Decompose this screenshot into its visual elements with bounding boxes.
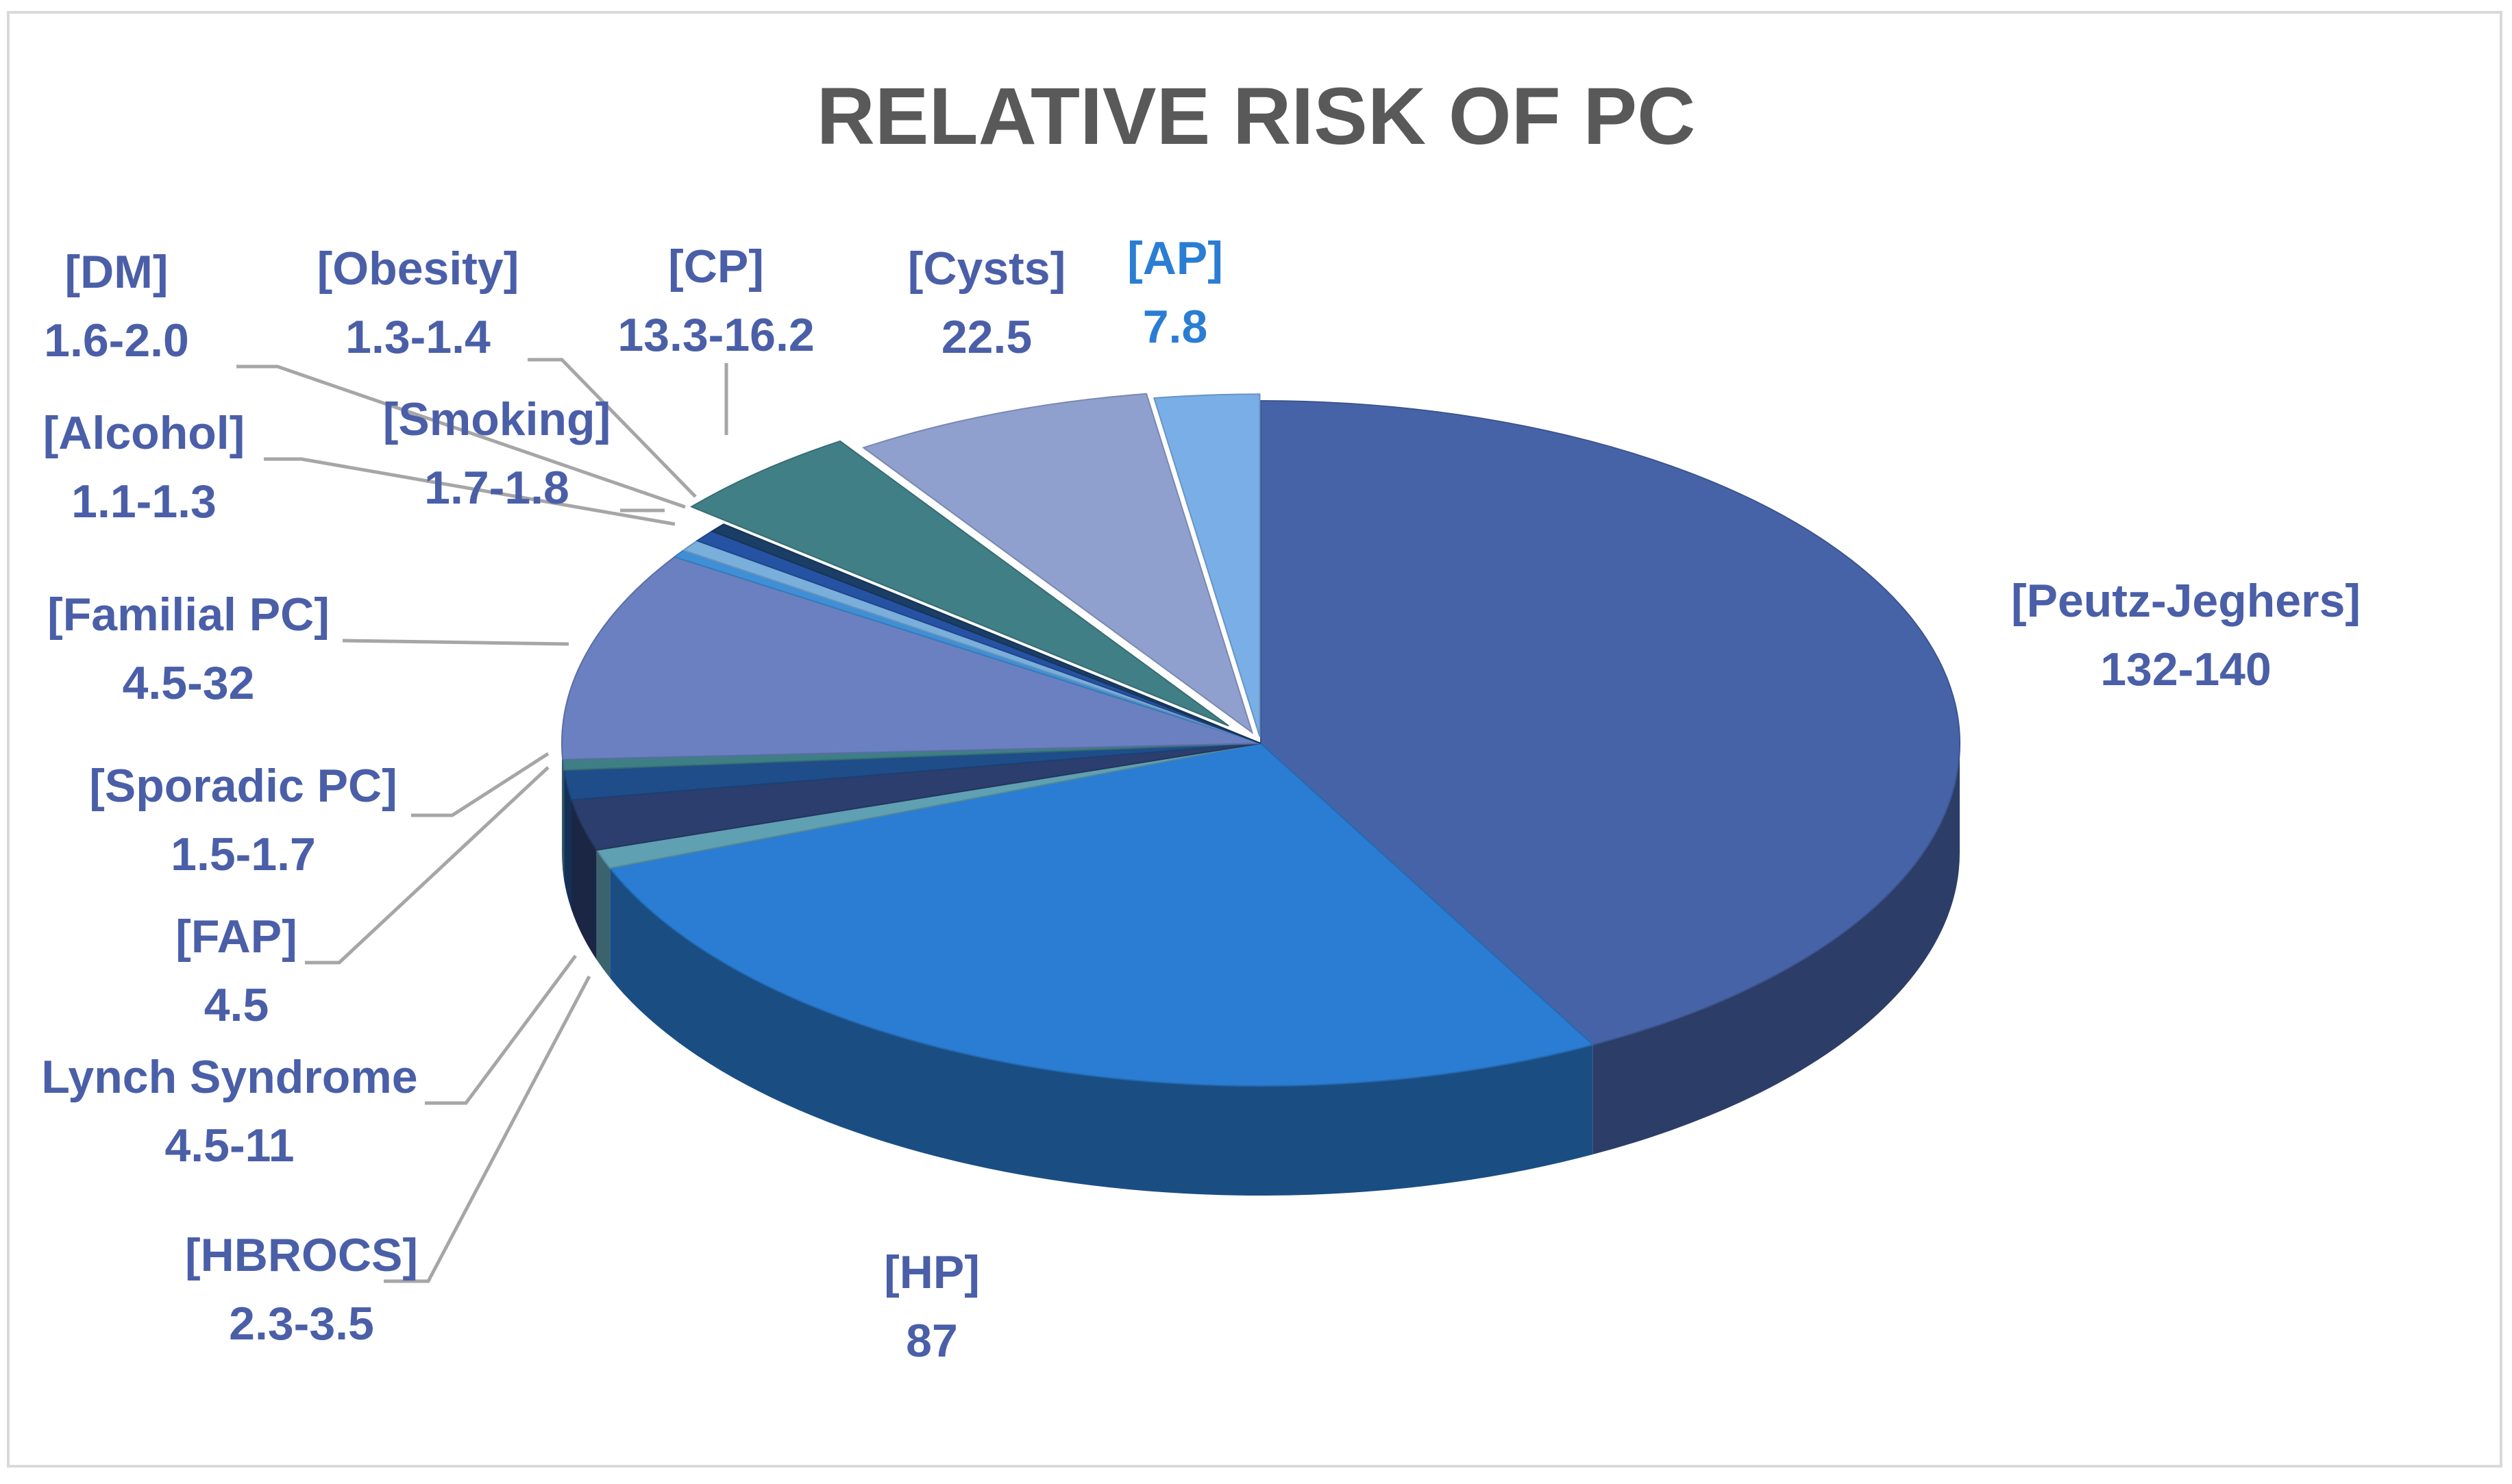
- slice-name-label: [FAP]: [175, 911, 297, 963]
- slice-name-label: [DM]: [64, 246, 168, 298]
- slice-name-label: [Cysts]: [908, 243, 1066, 295]
- leader-line: [528, 358, 697, 498]
- slice: [1260, 399, 1960, 1046]
- slice-side: [564, 770, 572, 910]
- leader-line: [411, 752, 550, 817]
- slice-value-label: 132-140: [2100, 643, 2271, 695]
- slice: [608, 742, 1594, 1087]
- slice-name-label: [AP]: [1127, 232, 1223, 284]
- slice: [689, 440, 1229, 727]
- slice-side: [563, 759, 565, 880]
- slice-side: [571, 800, 597, 960]
- slice-name-label: Lynch Syndrome: [41, 1051, 417, 1103]
- pie-tops: [561, 393, 1960, 1087]
- slice-name-label: [Peutz-Jeghers]: [2011, 575, 2361, 627]
- slice-name-label: [CP]: [668, 240, 764, 293]
- slice-value-label: 2.3-3.5: [229, 1298, 374, 1350]
- slice-value-label: 4.5-32: [123, 657, 255, 709]
- leader-line: [264, 457, 676, 526]
- leader-line: [305, 766, 550, 965]
- slice-name-label: [Alcohol]: [43, 407, 245, 459]
- slice-labels: [Peutz-Jeghers] 132-140 [HP] 87 [HBROCS] 2.3-…: [41, 232, 2361, 1367]
- leader-line: [342, 639, 569, 646]
- slice-side: [610, 868, 1593, 1196]
- pie-sides: [562, 743, 1960, 1196]
- slice: [561, 556, 1261, 760]
- slice: [1153, 393, 1261, 737]
- slice-name-label: [HBROCS]: [185, 1229, 418, 1281]
- slice-value-label: 1.3-1.4: [345, 311, 491, 363]
- slice-value-label: 1.5-1.7: [171, 828, 316, 880]
- leader-line: [236, 364, 686, 509]
- slice-name-label: [Sporadic PC]: [89, 760, 397, 812]
- slice-value-label: 87: [906, 1315, 958, 1367]
- slice-value-label: 1.7-1.8: [424, 462, 569, 514]
- slice-value-label: 1.6-2.0: [44, 314, 189, 367]
- slice-name-label: [Familial PC]: [47, 589, 330, 641]
- slice: [862, 393, 1254, 734]
- slice-name-label: [Smoking]: [383, 393, 611, 445]
- slice-value-label: 1.1-1.3: [71, 475, 217, 528]
- slice-value-label: 22.5: [941, 311, 1032, 363]
- slice-name-label: [HP]: [884, 1246, 980, 1298]
- slice-value-label: 4.5: [204, 979, 269, 1031]
- chart-title: RELATIVE RISK OF PC: [817, 71, 1696, 162]
- slice-side: [596, 850, 611, 978]
- leader-line: [384, 975, 591, 1283]
- slice: [710, 523, 1261, 744]
- chart-border: [7, 11, 2502, 1468]
- slice-value-label: 4.5-11: [164, 1120, 294, 1172]
- slice-side: [1592, 743, 1960, 1154]
- leader-lines: [236, 358, 728, 1283]
- slice-side: [562, 743, 563, 869]
- slice-name-label: [Obesity]: [317, 243, 519, 295]
- leader-line: [425, 954, 578, 1105]
- slice-value-label: 7.8: [1143, 301, 1208, 353]
- slice-value-label: 13.3-16.2: [617, 309, 814, 361]
